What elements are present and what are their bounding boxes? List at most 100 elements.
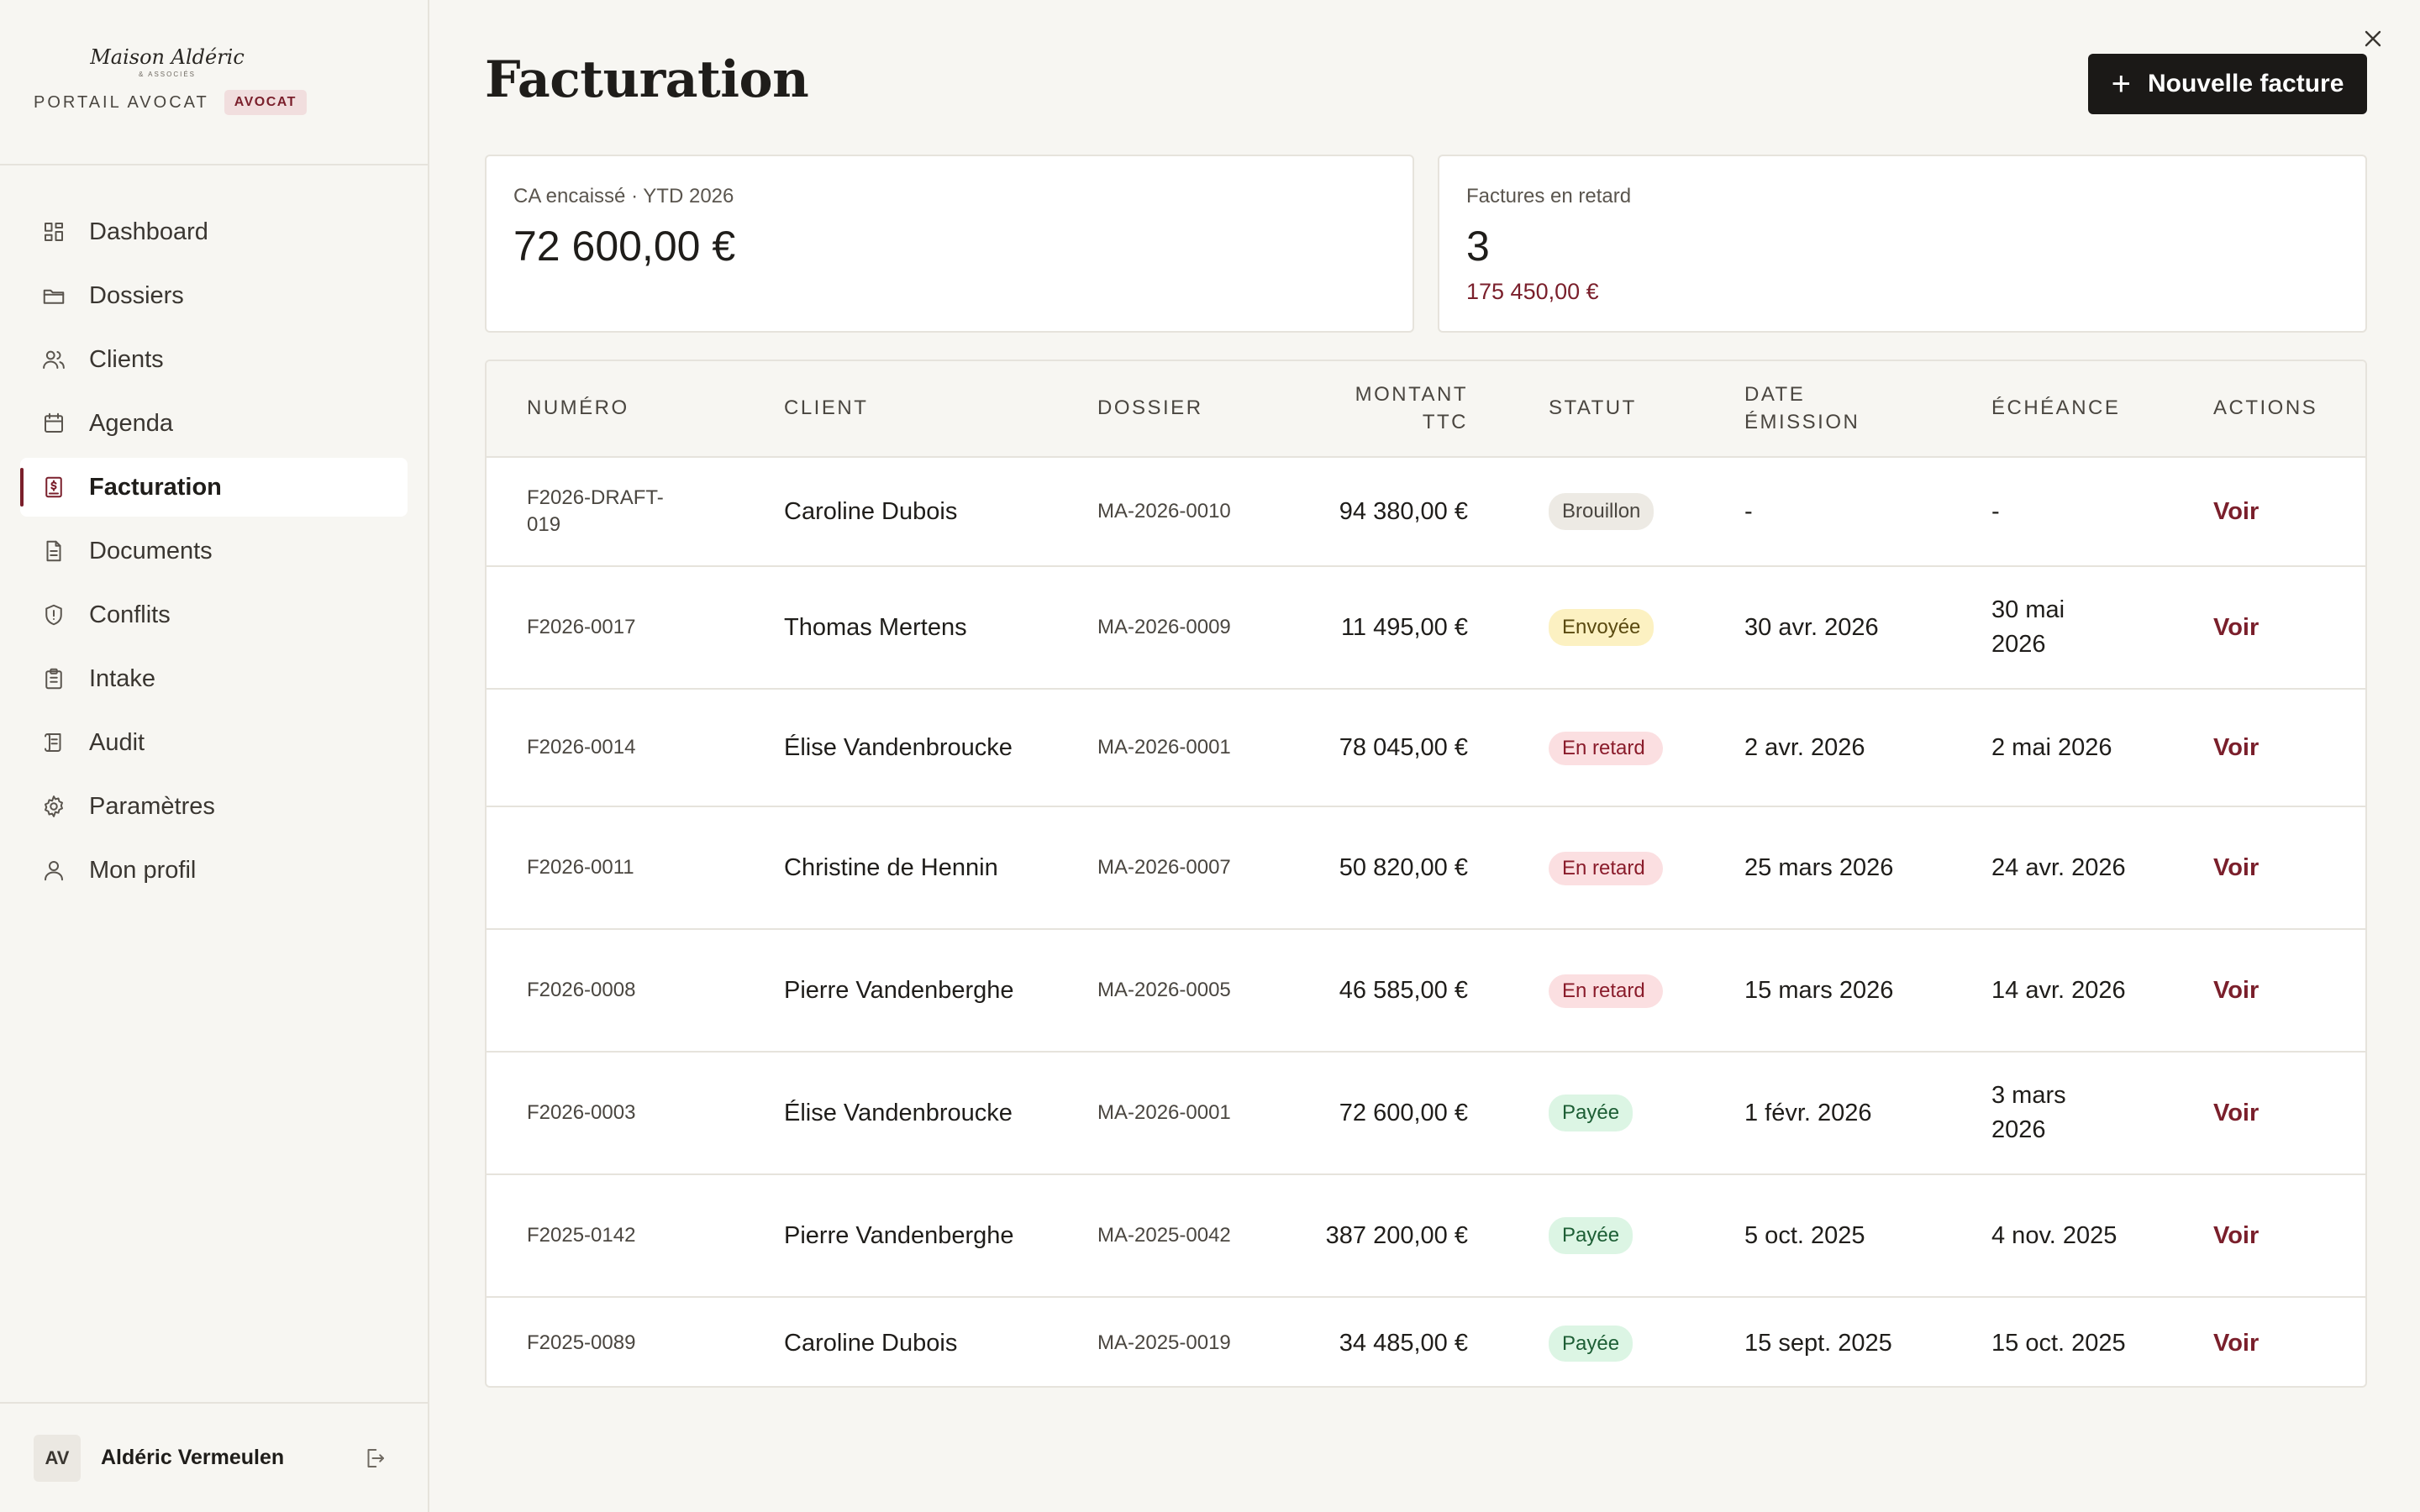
sidebar-item-agenda[interactable]: Agenda	[20, 394, 408, 453]
brand-subtitle: & ASSOCIÉS	[138, 71, 197, 78]
cell-numero: F2025-0089	[487, 1297, 784, 1386]
table-row[interactable]: F2026-0014 Élise Vandenbroucke MA-2026-000…	[487, 689, 2365, 807]
sidebar-item-intake[interactable]: Intake	[20, 649, 408, 708]
cell-dossier: MA-2025-0042	[1097, 1174, 1299, 1298]
invoices-table: NUMÉRO CLIENT DOSSIER MONTANT TTC STATUT …	[485, 360, 2367, 1388]
client-name: Caroline Dubois	[784, 497, 958, 525]
sidebar-item-label: Audit	[89, 728, 145, 756]
header-date-emission[interactable]: DATE ÉMISSION	[1744, 361, 1991, 458]
cell-client: Pierre Vandenberghe	[784, 1174, 1097, 1298]
sidebar-item-label: Agenda	[89, 409, 173, 437]
due-date: -	[1991, 497, 2000, 525]
view-link[interactable]: Voir	[2213, 1099, 2260, 1126]
dossier-ref: MA-2026-0010	[1097, 499, 1231, 522]
sidebar-item-mon-profil[interactable]: Mon profil	[20, 841, 408, 900]
new-invoice-button[interactable]: + Nouvelle facture	[2088, 54, 2367, 114]
due-date: 4 nov. 2025	[1991, 1221, 2118, 1249]
dashboard-icon	[40, 218, 67, 245]
brand-block: Maison Aldéric & ASSOCIÉS PORTAIL AVOCAT…	[0, 0, 428, 165]
sidebar-item-documents[interactable]: Documents	[20, 522, 408, 580]
sidebar-item-paramètres[interactable]: Paramètres	[20, 777, 408, 836]
client-name: Caroline Dubois	[784, 1330, 958, 1357]
issue-date: 15 sept. 2025	[1744, 1330, 1892, 1357]
view-link[interactable]: Voir	[2213, 497, 2260, 525]
gear-icon	[40, 793, 67, 820]
cell-actions: Voir	[2213, 1052, 2365, 1175]
cell-actions: Voir	[2213, 689, 2365, 807]
header-montant-line1: MONTANT	[1355, 383, 1468, 407]
table-row[interactable]: F2025-0142 Pierre Vandenberghe MA-2025-004…	[487, 1174, 2365, 1298]
view-link[interactable]: Voir	[2213, 1221, 2260, 1249]
cell-emission: 30 avr. 2026	[1744, 566, 1991, 690]
sidebar-item-conflits[interactable]: Conflits	[20, 585, 408, 644]
invoice-number: F2026-0017	[527, 615, 636, 638]
header-client[interactable]: CLIENT	[784, 361, 1097, 458]
status-badge: En retard	[1549, 974, 1663, 1008]
sidebar-item-label: Conflits	[89, 601, 171, 628]
view-link[interactable]: Voir	[2213, 733, 2260, 761]
table-row[interactable]: F2026-0011 Christine de Hennin MA-2026-000…	[487, 806, 2365, 930]
cell-client: Pierre Vandenberghe	[784, 929, 1097, 1053]
status-badge: En retard	[1549, 852, 1663, 885]
cell-montant: 72 600,00 €	[1299, 1052, 1549, 1175]
view-link[interactable]: Voir	[2213, 853, 2260, 881]
cell-client: Caroline Dubois	[784, 1297, 1097, 1386]
header-montant[interactable]: MONTANT TTC	[1299, 361, 1549, 458]
status-badge: Brouillon	[1549, 493, 1655, 530]
view-link[interactable]: Voir	[2213, 613, 2260, 641]
sidebar-item-label: Documents	[89, 537, 213, 564]
close-icon[interactable]	[2360, 25, 2386, 52]
table-header-row: NUMÉRO CLIENT DOSSIER MONTANT TTC STATUT …	[487, 361, 2365, 458]
header-dossier[interactable]: DOSSIER	[1097, 361, 1299, 458]
issue-date: 25 mars 2026	[1744, 853, 1894, 881]
view-link[interactable]: Voir	[2213, 976, 2260, 1004]
cell-emission: 15 sept. 2025	[1744, 1297, 1991, 1386]
sidebar-item-clients[interactable]: Clients	[20, 330, 408, 389]
table-row[interactable]: F2026-DRAFT-019 Caroline Dubois MA-2026-00…	[487, 457, 2365, 567]
header-actions: ACTIONS	[2213, 361, 2365, 458]
status-badge: Payée	[1549, 1325, 1634, 1362]
cell-numero: F2026-0008	[487, 929, 784, 1053]
sidebar-item-dossiers[interactable]: Dossiers	[20, 266, 408, 325]
status-badge: En retard	[1549, 732, 1663, 765]
cell-montant: 50 820,00 €	[1299, 806, 1549, 930]
sidebar-item-audit[interactable]: Audit	[20, 713, 408, 772]
dossier-ref: MA-2026-0009	[1097, 615, 1231, 638]
sidebar: Maison Aldéric & ASSOCIÉS PORTAIL AVOCAT…	[0, 0, 429, 1512]
cell-numero: F2026-0017	[487, 566, 784, 690]
logout-icon[interactable]	[362, 1446, 387, 1471]
role-badge: AVOCAT	[224, 90, 307, 115]
cell-actions: Voir	[2213, 806, 2365, 930]
table-row[interactable]: F2026-0003 Élise Vandenbroucke MA-2026-000…	[487, 1052, 2365, 1175]
cell-statut: Payée	[1549, 1174, 1744, 1298]
new-invoice-label: Nouvelle facture	[2147, 70, 2344, 97]
issue-date: -	[1744, 497, 1753, 525]
cell-statut: Payée	[1549, 1052, 1744, 1175]
sidebar-item-label: Facturation	[89, 473, 222, 501]
sidebar-item-dashboard[interactable]: Dashboard	[20, 202, 408, 261]
sidebar-nav: Dashboard Dossiers Clients Agenda Facturatio…	[0, 165, 428, 900]
cell-emission: 15 mars 2026	[1744, 929, 1991, 1053]
cell-client: Caroline Dubois	[784, 457, 1097, 567]
issue-date: 1 févr. 2026	[1744, 1099, 1872, 1126]
due-date: 3 mars 2026	[1991, 1082, 2066, 1143]
sidebar-item-facturation[interactable]: Facturation	[20, 458, 408, 517]
header-statut[interactable]: STATUT	[1549, 361, 1744, 458]
cell-echeance: 3 mars 2026	[1991, 1052, 2213, 1175]
header-date-line2: ÉMISSION	[1744, 410, 1860, 433]
table-row[interactable]: F2026-0017 Thomas Mertens MA-2026-0009 11 4…	[487, 566, 2365, 690]
cell-numero: F2026-0003	[487, 1052, 784, 1175]
cell-numero: F2025-0142	[487, 1174, 784, 1298]
invoice-number: F2026-0003	[527, 1100, 636, 1124]
table-row[interactable]: F2025-0089 Caroline Dubois MA-2025-0019 34 …	[487, 1297, 2365, 1386]
cell-dossier: MA-2026-0001	[1097, 689, 1299, 807]
header-numero[interactable]: NUMÉRO	[487, 361, 784, 458]
invoice-number: F2026-0011	[527, 855, 634, 879]
table-row[interactable]: F2026-0008 Pierre Vandenberghe MA-2026-000…	[487, 929, 2365, 1053]
header-echeance[interactable]: ÉCHÉANCE	[1991, 361, 2213, 458]
view-link[interactable]: Voir	[2213, 1330, 2260, 1357]
cell-emission: 5 oct. 2025	[1744, 1174, 1991, 1298]
client-name: Christine de Hennin	[784, 853, 998, 881]
cell-dossier: MA-2026-0009	[1097, 566, 1299, 690]
sidebar-item-label: Intake	[89, 664, 155, 692]
